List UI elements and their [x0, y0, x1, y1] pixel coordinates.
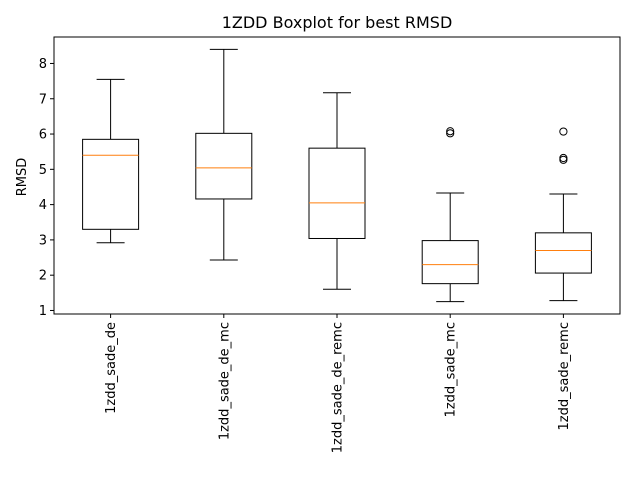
- outlier-point: [446, 129, 455, 138]
- box: [308, 147, 366, 239]
- box: [534, 232, 592, 274]
- box: [195, 132, 253, 200]
- chart-title: 1ZDD Boxplot for best RMSD: [222, 13, 453, 32]
- y-tick-label: 1: [39, 304, 47, 319]
- plot-frame: [53, 36, 621, 315]
- x-tick-label: 1zdd_sade_remc: [557, 322, 572, 430]
- plot-area: 1 2 3 4 5 6 7 8 1zdd_sade_de 1zdd_sade_de_mc 1zdd_…: [39, 48, 592, 453]
- box: [421, 240, 479, 285]
- y-tick-label: 5: [39, 163, 47, 178]
- x-tick-label: 1zdd_sade_de_remc: [331, 322, 346, 453]
- y-tick-label: 4: [39, 198, 47, 213]
- x-tick-label: 1zdd_sade_mc: [444, 322, 459, 417]
- y-tick-label: 7: [39, 92, 47, 107]
- outlier-point: [559, 127, 568, 136]
- x-tick-label: 1zdd_sade_de: [104, 322, 119, 414]
- box: [82, 138, 140, 230]
- outlier-point: [446, 127, 455, 136]
- outlier-point: [559, 153, 568, 163]
- y-tick-label: 6: [39, 128, 47, 143]
- y-tick-label: 8: [39, 57, 47, 72]
- y-tick-label: 3: [39, 233, 47, 248]
- y-tick-label: 2: [39, 269, 47, 284]
- y-axis-label: RMSD: [15, 158, 30, 197]
- x-tick-label: 1zdd_sade_de_mc: [217, 322, 232, 440]
